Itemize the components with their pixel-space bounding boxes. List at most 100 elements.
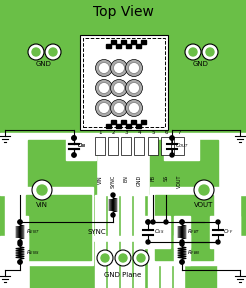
Text: SYNC: SYNC	[88, 229, 107, 235]
Circle shape	[170, 153, 174, 157]
Bar	[121, 40, 126, 44]
Bar	[121, 195, 131, 288]
Bar	[134, 195, 144, 288]
Bar	[161, 137, 171, 155]
Circle shape	[45, 44, 61, 60]
Circle shape	[18, 260, 22, 264]
Text: 3: 3	[124, 130, 128, 135]
Text: 2: 2	[111, 130, 115, 135]
Circle shape	[128, 82, 139, 94]
Bar	[95, 137, 105, 155]
Circle shape	[98, 62, 109, 73]
Text: 4: 4	[137, 130, 141, 135]
Circle shape	[180, 220, 184, 224]
Circle shape	[110, 60, 127, 77]
Bar	[131, 40, 136, 44]
Text: GND: GND	[137, 175, 141, 186]
Bar	[5, 187, 93, 265]
Circle shape	[95, 60, 112, 77]
Circle shape	[113, 82, 124, 94]
Bar	[148, 195, 158, 288]
Circle shape	[72, 136, 76, 140]
Circle shape	[95, 79, 112, 96]
Circle shape	[170, 136, 174, 140]
Circle shape	[146, 220, 150, 224]
Text: $C_{IN}$: $C_{IN}$	[77, 141, 87, 150]
Bar	[174, 137, 184, 155]
Circle shape	[180, 220, 184, 224]
Circle shape	[101, 254, 109, 262]
Bar	[95, 195, 105, 288]
Circle shape	[32, 180, 52, 200]
Text: $C_{SS}$: $C_{SS}$	[154, 228, 165, 236]
Bar	[121, 120, 126, 124]
Bar	[30, 242, 216, 288]
Circle shape	[128, 62, 139, 73]
Circle shape	[202, 44, 218, 60]
Text: GND: GND	[36, 61, 52, 67]
Circle shape	[111, 213, 115, 217]
Circle shape	[137, 254, 145, 262]
Text: FB: FB	[151, 175, 155, 181]
Bar	[140, 216, 170, 248]
Circle shape	[18, 240, 22, 244]
Circle shape	[125, 79, 142, 96]
Circle shape	[95, 99, 112, 117]
Text: $R_{ENT}$: $R_{ENT}$	[26, 228, 40, 236]
Bar	[108, 137, 118, 155]
Text: GND: GND	[193, 61, 209, 67]
Bar	[111, 40, 116, 44]
Text: 6: 6	[164, 130, 168, 135]
Bar	[210, 216, 240, 248]
Bar	[174, 235, 190, 265]
Circle shape	[180, 240, 184, 244]
Text: Top View: Top View	[92, 5, 154, 19]
Circle shape	[180, 260, 184, 264]
Circle shape	[113, 62, 124, 73]
Circle shape	[18, 220, 22, 224]
Circle shape	[115, 250, 131, 266]
Text: $C_{OUT}$: $C_{OUT}$	[175, 141, 189, 150]
Circle shape	[18, 220, 22, 224]
Bar	[126, 44, 131, 48]
Circle shape	[216, 240, 220, 244]
Text: $R_{FBT}$: $R_{FBT}$	[187, 228, 200, 236]
Circle shape	[164, 220, 168, 224]
Bar	[121, 137, 131, 155]
Text: VOUT: VOUT	[194, 202, 214, 208]
Bar	[106, 124, 111, 128]
Text: $C_{FF}$: $C_{FF}$	[223, 228, 233, 236]
Text: GND Plane: GND Plane	[104, 272, 142, 278]
Text: VIN: VIN	[36, 202, 48, 208]
Bar	[108, 195, 118, 288]
Text: EN: EN	[123, 175, 128, 182]
Circle shape	[18, 260, 22, 264]
Circle shape	[170, 136, 174, 140]
Bar	[161, 195, 171, 288]
Bar	[0, 236, 246, 288]
Circle shape	[110, 79, 127, 96]
Circle shape	[113, 103, 124, 113]
Bar	[12, 235, 28, 265]
Bar	[141, 40, 146, 44]
Text: VOUT: VOUT	[176, 175, 182, 189]
Bar	[80, 35, 168, 130]
Bar	[12, 216, 28, 248]
Text: 5: 5	[151, 130, 155, 135]
Text: 1: 1	[98, 130, 102, 135]
Circle shape	[110, 99, 127, 117]
Bar	[116, 124, 121, 128]
Bar	[148, 137, 158, 155]
Bar	[141, 120, 146, 124]
Bar	[174, 195, 184, 288]
Circle shape	[111, 193, 115, 197]
Circle shape	[119, 254, 127, 262]
Bar	[116, 44, 121, 48]
Circle shape	[216, 220, 220, 224]
Bar	[126, 124, 131, 128]
Bar	[150, 140, 218, 195]
Circle shape	[185, 44, 201, 60]
Bar	[131, 120, 136, 124]
Circle shape	[125, 99, 142, 117]
Bar	[136, 124, 141, 128]
